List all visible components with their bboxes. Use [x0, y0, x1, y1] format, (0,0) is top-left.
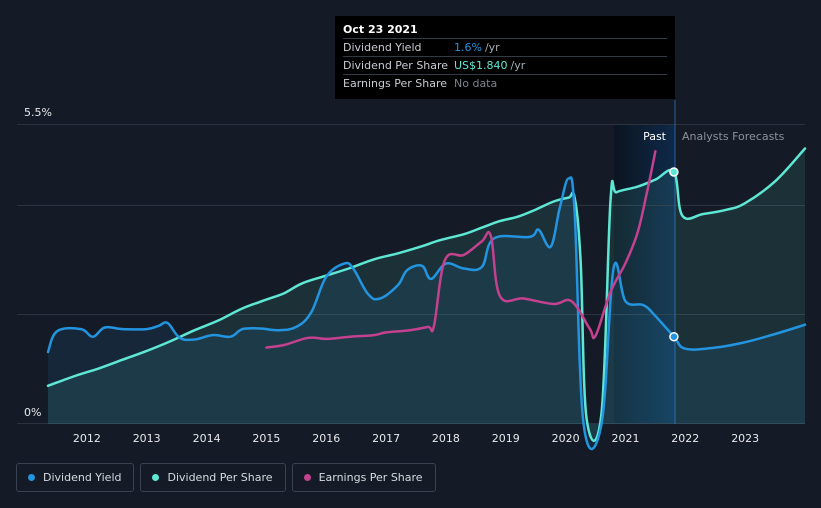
- tooltip-value: 1.6%: [454, 41, 482, 54]
- legend-item-earnings-per-share[interactable]: Earnings Per Share: [291, 463, 436, 492]
- tooltip-label: Dividend Per Share: [343, 59, 449, 72]
- tooltip-value: No data: [454, 77, 498, 90]
- x-tick-label: 2019: [492, 432, 520, 445]
- tooltip-unit: /yr: [484, 41, 500, 54]
- legend-dot: [303, 474, 311, 481]
- tooltip-row-dividend-yield: Dividend Yield 1.6% /yr: [343, 38, 667, 56]
- x-tick-label: 2022: [671, 432, 699, 445]
- x-tick-label: 2015: [252, 432, 280, 445]
- x-tick-label: 2021: [612, 432, 640, 445]
- tooltip-date: Oct 23 2021: [343, 23, 418, 36]
- series-layer: [46, 147, 807, 451]
- x-tick-label: 2023: [731, 432, 759, 445]
- legend-label: Dividend Yield: [43, 471, 122, 484]
- dividend-yield-marker[interactable]: [669, 331, 679, 342]
- dividend-yield-area: [48, 177, 805, 450]
- legend-dot: [152, 474, 160, 481]
- dividend-per-share-area: [48, 148, 805, 441]
- legend-dot: [28, 474, 35, 481]
- tooltip: Oct 23 2021 Dividend Yield 1.6% /yr Divi…: [335, 16, 675, 99]
- legend-label: Earnings Per Share: [318, 471, 423, 484]
- tooltip-label: Dividend Yield: [343, 41, 422, 54]
- tooltip-label: Earnings Per Share: [343, 77, 448, 90]
- y-tick-bottom: 0%: [24, 406, 41, 419]
- x-tick-label: 2012: [73, 432, 101, 445]
- forecast-label: Analysts Forecasts: [682, 130, 785, 143]
- earnings-per-share-line: [265, 150, 657, 349]
- x-tick-label: 2018: [432, 432, 460, 445]
- dividend-yield-line: [46, 176, 807, 451]
- legend-item-dividend-yield[interactable]: Dividend Yield: [16, 463, 135, 492]
- y-tick-top: 5.5%: [24, 106, 52, 119]
- legend: Dividend Yield Dividend Per Share Earnin…: [16, 463, 436, 492]
- x-tick-label: 2014: [193, 432, 221, 445]
- tooltip-unit: /yr: [510, 59, 526, 72]
- legend-item-dividend-per-share[interactable]: Dividend Per Share: [140, 463, 286, 492]
- tooltip-row-dividend-per-share: Dividend Per Share US$1.840 /yr: [343, 56, 667, 74]
- legend-label: Dividend Per Share: [167, 471, 273, 484]
- tooltip-row-earnings-per-share: Earnings Per Share No data: [343, 74, 667, 92]
- tooltip-value: US$1.840: [454, 59, 508, 72]
- x-tick-label: 2016: [312, 432, 340, 445]
- past-label: Past: [643, 130, 667, 143]
- dividend-per-share-line: [46, 147, 807, 442]
- x-tick-label: 2020: [552, 432, 580, 445]
- x-axis: 2012 2013 2014 2015 2016 2017 2018 2019 2020 2021…: [73, 432, 759, 445]
- x-tick-label: 2017: [372, 432, 400, 445]
- dividend-per-share-marker[interactable]: [669, 167, 679, 177]
- x-tick-label: 2013: [133, 432, 161, 445]
